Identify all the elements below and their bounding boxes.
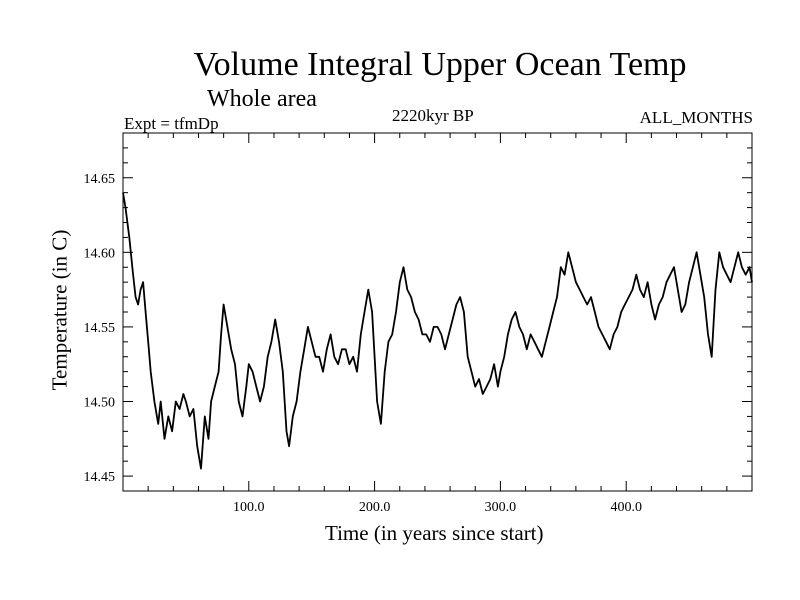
x-tick-label: 300.0 xyxy=(485,500,517,515)
experiment-label: Expt = tfmDp xyxy=(124,114,219,133)
x-tick-label: 200.0 xyxy=(359,500,391,515)
tick-labels: 100.0 200.0 300.0 400.0 14.45 14.50 14.55 14.60… xyxy=(84,172,642,515)
y-tick-label: 14.60 xyxy=(84,246,116,261)
x-axis-label: Time (in years since start) xyxy=(325,521,544,545)
y-tick-label: 14.65 xyxy=(84,172,116,187)
y-tick-label: 14.45 xyxy=(84,470,116,485)
y-tick-label: 14.50 xyxy=(84,396,116,411)
era-label: 2220kyr BP xyxy=(392,106,474,125)
months-label: ALL_MONTHS xyxy=(639,108,753,127)
x-tick-label: 400.0 xyxy=(610,500,642,515)
x-tick-label: 100.0 xyxy=(233,500,265,515)
axis-ticks xyxy=(123,133,752,491)
y-tick-label: 14.55 xyxy=(84,321,116,336)
chart-title: Volume Integral Upper Ocean Temp xyxy=(193,46,687,83)
chart-subtitle: Whole area xyxy=(207,86,317,112)
series-line-temperature xyxy=(122,192,753,470)
